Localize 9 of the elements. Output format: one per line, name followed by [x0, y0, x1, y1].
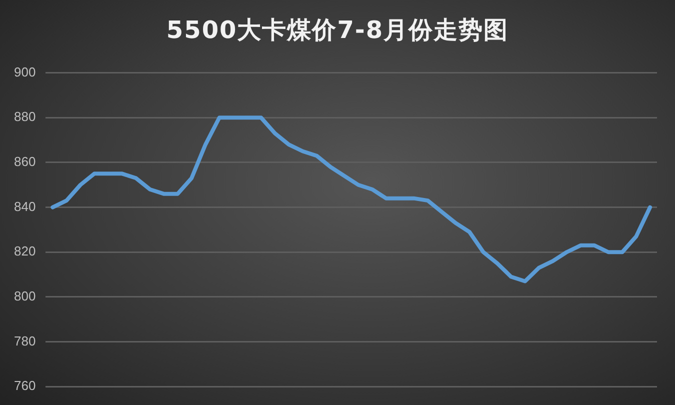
y-tick-label: 820: [14, 244, 36, 259]
y-tick-label: 800: [14, 288, 36, 304]
y-tick-label: 880: [14, 109, 36, 124]
y-tick-label: 900: [14, 64, 36, 80]
y-tick-label: 860: [14, 154, 36, 170]
y-tick-label: 760: [14, 378, 36, 394]
y-tick-label: 780: [14, 333, 36, 348]
chart-title: 5500大卡煤价7-8月份走势图: [165, 15, 510, 46]
y-tick-label: 840: [14, 198, 36, 214]
